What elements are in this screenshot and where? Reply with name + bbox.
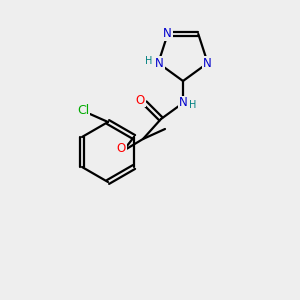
Text: H: H: [189, 100, 197, 110]
Text: N: N: [203, 56, 212, 70]
Text: N: N: [163, 28, 172, 40]
Text: N: N: [178, 97, 188, 110]
Text: O: O: [116, 142, 126, 155]
Text: N: N: [155, 56, 164, 70]
Text: O: O: [135, 94, 145, 106]
Text: Cl: Cl: [77, 104, 89, 118]
Text: H: H: [145, 56, 152, 66]
